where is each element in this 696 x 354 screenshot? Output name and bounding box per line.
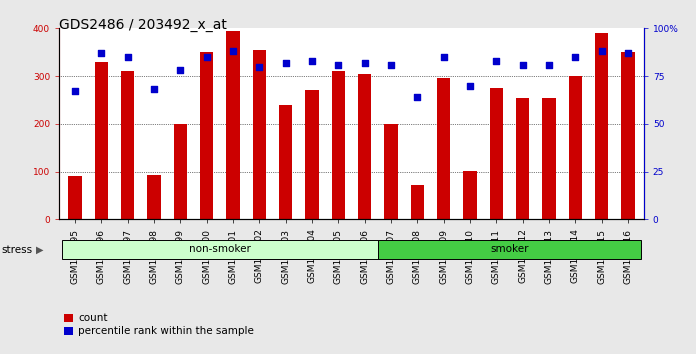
Point	[570, 54, 581, 60]
Point	[96, 50, 107, 56]
Bar	[516, 98, 529, 219]
Point	[596, 48, 607, 54]
Bar	[279, 105, 292, 219]
Point	[228, 48, 239, 54]
Bar	[226, 31, 239, 219]
Point	[438, 54, 449, 60]
Point	[333, 62, 344, 68]
Text: stress: stress	[1, 245, 33, 255]
Bar	[62, 240, 378, 259]
Point	[70, 88, 81, 94]
Point	[517, 62, 528, 68]
Bar	[200, 52, 213, 219]
Bar	[95, 62, 108, 219]
Bar	[332, 72, 345, 219]
Point	[254, 64, 265, 69]
Bar	[595, 33, 608, 219]
Bar	[306, 91, 319, 219]
Point	[491, 58, 502, 64]
Bar	[384, 124, 397, 219]
Bar	[148, 175, 161, 219]
Point	[464, 83, 475, 88]
Bar	[622, 52, 635, 219]
Bar	[464, 171, 477, 219]
Bar	[411, 185, 424, 219]
Point	[306, 58, 317, 64]
Legend: count, percentile rank within the sample: count, percentile rank within the sample	[64, 313, 254, 336]
Point	[386, 62, 397, 68]
Point	[201, 54, 212, 60]
Text: GDS2486 / 203492_x_at: GDS2486 / 203492_x_at	[59, 18, 227, 32]
Bar	[121, 72, 134, 219]
Bar	[542, 98, 555, 219]
Bar	[358, 74, 371, 219]
Point	[122, 54, 133, 60]
Point	[148, 87, 159, 92]
Point	[412, 94, 423, 100]
Bar	[378, 240, 641, 259]
Bar	[174, 124, 187, 219]
Bar	[437, 79, 450, 219]
Bar	[490, 88, 503, 219]
Text: non-smoker: non-smoker	[189, 244, 251, 254]
Point	[359, 60, 370, 65]
Point	[544, 62, 555, 68]
Bar	[253, 50, 266, 219]
Point	[280, 60, 291, 65]
Text: smoker: smoker	[490, 244, 529, 254]
Point	[622, 50, 633, 56]
Point	[175, 68, 186, 73]
Bar	[569, 76, 582, 219]
Bar	[68, 176, 81, 219]
Text: ▶: ▶	[36, 245, 44, 255]
